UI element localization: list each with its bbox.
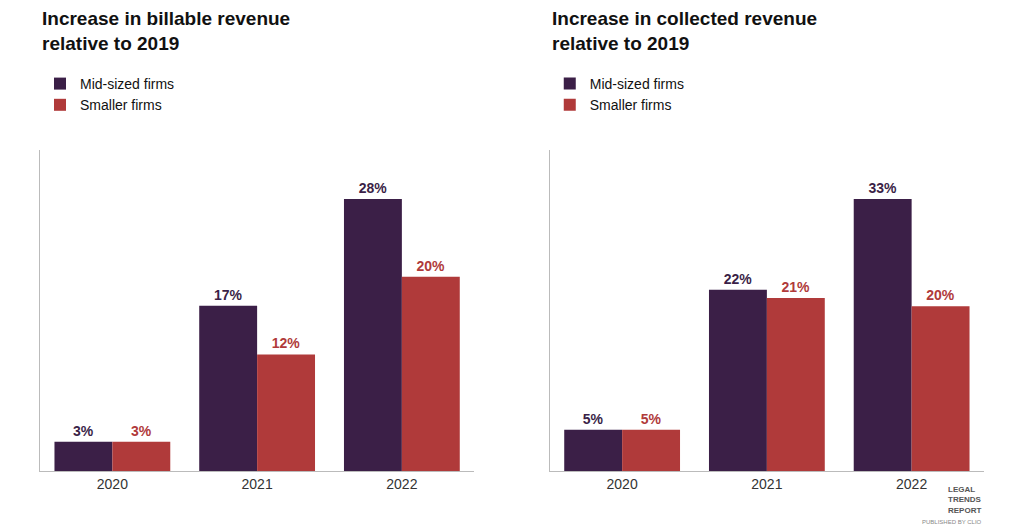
svg-text:2022: 2022 (386, 476, 417, 492)
svg-text:21%: 21% (782, 279, 811, 295)
svg-text:22%: 22% (724, 271, 753, 287)
svg-text:2021: 2021 (242, 476, 273, 492)
svg-text:2022: 2022 (896, 476, 927, 492)
svg-text:5%: 5% (583, 411, 604, 427)
svg-text:12%: 12% (272, 335, 301, 351)
svg-text:LEGALTRENDSREPORT: LEGALTRENDSREPORT (948, 485, 982, 515)
svg-text:PUBLISHED BY CLIO: PUBLISHED BY CLIO (922, 519, 982, 525)
svg-text:2021: 2021 (751, 476, 782, 492)
svg-text:3%: 3% (131, 423, 152, 439)
svg-text:Smaller firms: Smaller firms (80, 97, 162, 113)
svg-text:Mid-sized firms: Mid-sized firms (80, 76, 174, 92)
svg-text:28%: 28% (359, 180, 388, 196)
svg-text:Smaller firms: Smaller firms (590, 97, 672, 113)
svg-text:Mid-sized firms: Mid-sized firms (590, 76, 684, 92)
svg-text:2020: 2020 (607, 476, 638, 492)
svg-text:20%: 20% (926, 287, 955, 303)
svg-text:3%: 3% (73, 423, 94, 439)
svg-text:20%: 20% (417, 258, 446, 274)
svg-text:Increase in collected revenuer: Increase in collected revenuerelative to… (552, 8, 817, 54)
svg-text:33%: 33% (868, 180, 897, 196)
svg-text:17%: 17% (214, 287, 243, 303)
svg-text:5%: 5% (641, 411, 662, 427)
svg-text:Increase in billable revenuere: Increase in billable revenuerelative to … (42, 8, 290, 54)
svg-text:2020: 2020 (97, 476, 128, 492)
